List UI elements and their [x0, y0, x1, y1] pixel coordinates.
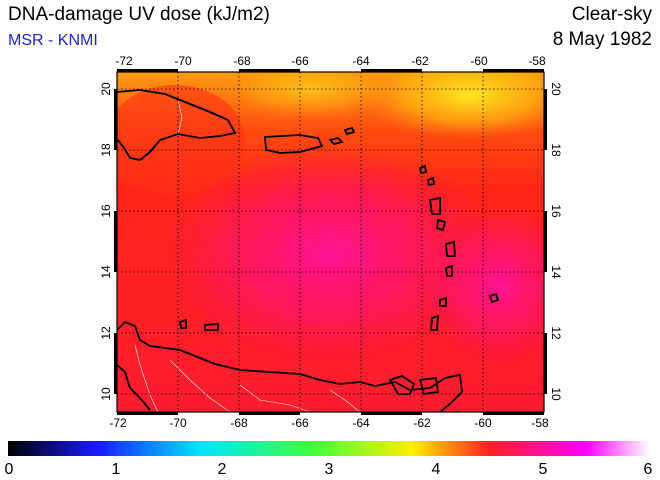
colorbar-label: 0 — [5, 461, 14, 478]
lon-tick-top: -60 — [470, 54, 488, 68]
lon-tick-bottom: -60 — [474, 416, 492, 430]
colorbar-label: 4 — [432, 461, 441, 478]
sky-condition-label: Clear-sky — [571, 4, 652, 25]
colorbar-label: 2 — [218, 461, 227, 478]
lon-tick-bottom: -70 — [169, 416, 187, 430]
frame-scale-bars — [114, 69, 547, 415]
lat-tick-right: 14 — [549, 265, 563, 279]
lon-tick-bottom: -58 — [531, 416, 549, 430]
colorbar-label: 1 — [112, 461, 121, 478]
date-label: 8 May 1982 — [552, 29, 652, 50]
colorbar — [8, 441, 650, 456]
lon-tick-top: -72 — [115, 54, 133, 68]
colorbar-label: 5 — [539, 461, 548, 478]
lat-tick-left: 20 — [99, 82, 113, 96]
lat-tick-left: 14 — [99, 265, 113, 279]
lon-tick-bottom: -64 — [352, 416, 370, 430]
lat-tick-right: 20 — [549, 82, 563, 96]
map-title: DNA-damage UV dose (kJ/m2) — [8, 4, 270, 25]
lat-tick-left: 18 — [99, 143, 113, 157]
colorbar-label: 6 — [644, 461, 653, 478]
lon-tick-bottom: -62 — [413, 416, 431, 430]
lon-tick-bottom: -68 — [230, 416, 248, 430]
lon-tick-top: -58 — [528, 54, 546, 68]
lon-tick-top: -64 — [352, 54, 370, 68]
lon-tick-top: -70 — [174, 54, 192, 68]
uv-dose-field — [117, 72, 544, 412]
lat-tick-left: 12 — [99, 326, 113, 340]
lat-tick-left: 16 — [99, 204, 113, 218]
lon-tick-top: -68 — [233, 54, 251, 68]
colorbar-label: 3 — [325, 461, 334, 478]
lon-tick-bottom: -72 — [109, 416, 127, 430]
lat-tick-left: 10 — [99, 387, 113, 401]
coastlines — [117, 89, 500, 412]
lon-tick-bottom: -66 — [291, 416, 309, 430]
lon-tick-top: -66 — [291, 54, 309, 68]
lat-tick-right: 12 — [549, 326, 563, 340]
lon-tick-top: -62 — [411, 54, 429, 68]
graticule — [117, 72, 544, 412]
lat-tick-right: 10 — [549, 387, 563, 401]
lat-tick-right: 18 — [549, 143, 563, 157]
source-label: MSR - KNMI — [8, 32, 98, 49]
lat-tick-right: 16 — [549, 204, 563, 218]
